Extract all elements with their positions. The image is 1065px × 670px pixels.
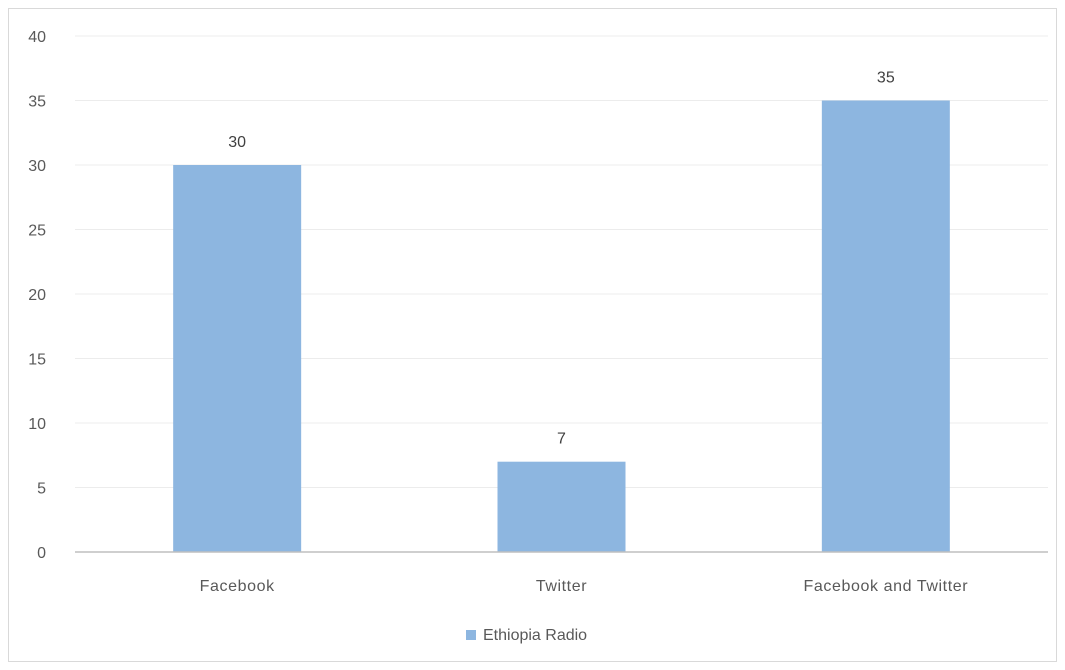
data-label: 35 <box>877 70 895 87</box>
x-axis: Facebook Twitter Facebook and Twitter <box>75 551 1048 595</box>
y-tick-label: 35 <box>28 94 46 111</box>
data-label: 30 <box>228 134 246 151</box>
data-label: 7 <box>557 431 566 448</box>
legend-swatch <box>466 630 476 640</box>
y-tick-label: 20 <box>28 287 46 304</box>
x-tick-label: Facebook <box>200 578 275 595</box>
bar <box>821 100 950 552</box>
x-tick-label: Twitter <box>536 578 587 595</box>
legend-label: Ethiopia Radio <box>483 627 587 644</box>
bar <box>173 165 302 552</box>
y-tick-label: 10 <box>28 416 46 433</box>
bar <box>497 461 626 552</box>
y-tick-label: 15 <box>28 352 46 369</box>
legend: Ethiopia Radio <box>466 627 587 644</box>
y-tick-label: 40 <box>28 29 46 46</box>
y-tick-label: 25 <box>28 223 46 240</box>
y-tick-label: 30 <box>28 158 46 175</box>
y-tick-label: 5 <box>37 481 46 498</box>
x-tick-label: Facebook and Twitter <box>803 578 968 595</box>
y-axis: 0 5 10 15 20 25 30 35 40 <box>28 29 46 562</box>
data-labels: 30 7 35 <box>228 70 895 448</box>
bars <box>173 100 950 552</box>
y-tick-label: 0 <box>37 545 46 562</box>
